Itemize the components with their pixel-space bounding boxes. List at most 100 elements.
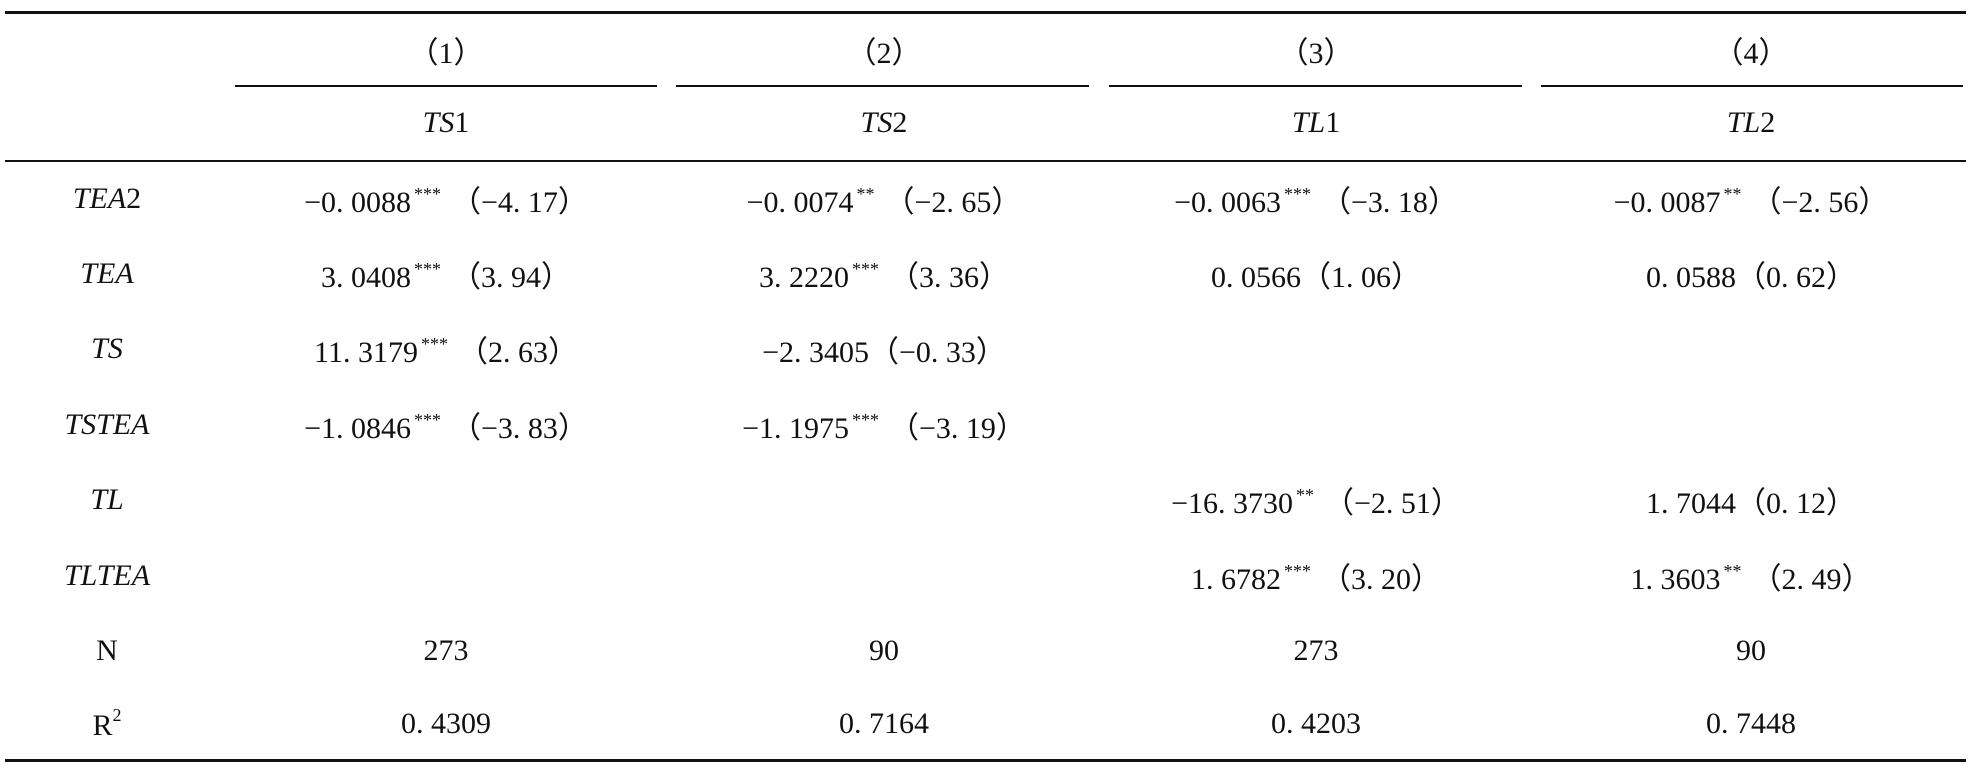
italic-part: TL: [90, 483, 124, 516]
column-rule: [1541, 85, 1963, 87]
t-statistic: （−2. 56）: [1751, 186, 1889, 219]
dependent-variable: TS2: [861, 106, 908, 140]
column-rule: [676, 85, 1089, 87]
table-cell: −0. 0088 *** （−4. 17）: [304, 177, 588, 221]
significance-stars: ***: [1284, 561, 1311, 581]
coefficient: 273: [1293, 634, 1339, 667]
row-label: TS: [91, 332, 123, 366]
column-number: （4）: [1713, 37, 1789, 70]
column-rule: [1109, 85, 1522, 87]
t-statistic: （0. 12）: [1736, 487, 1856, 520]
coefficient: −0. 0087: [1613, 186, 1721, 219]
t-statistic: （2. 49）: [1751, 563, 1872, 596]
coefficient: 273: [423, 634, 469, 667]
coefficient: 90: [869, 634, 899, 667]
coefficient: −0. 0074: [746, 186, 854, 219]
row-label: TL: [90, 483, 123, 517]
row-label: TLTEA: [64, 559, 150, 593]
dependent-variable: TL2: [1727, 106, 1775, 140]
italic-part: TEA: [72, 182, 127, 215]
significance-stars: **: [856, 184, 875, 204]
table-cell: 1. 7044（0. 12）: [1646, 478, 1856, 522]
t-statistic: （0. 62）: [1736, 261, 1856, 294]
t-statistic: （3. 20）: [1321, 563, 1441, 596]
table-cell: −0. 0074 ** （−2. 65）: [747, 177, 1022, 221]
coefficient: 0. 7164: [839, 707, 929, 740]
coefficient: −1. 1975: [742, 412, 849, 445]
significance-stars: ***: [414, 184, 441, 204]
table-cell: 0. 7164: [839, 707, 929, 741]
table-cell: 0. 0566（1. 06）: [1211, 252, 1421, 296]
significance-stars: ***: [414, 410, 441, 430]
column-number: （3）: [1278, 37, 1354, 70]
coefficient: −1. 0846: [304, 412, 411, 445]
coefficient: 3. 0408: [321, 261, 411, 294]
coefficient: −0. 0063: [1174, 186, 1281, 219]
plain-part: 2: [126, 182, 142, 215]
coefficient: 1. 3603: [1630, 563, 1721, 596]
coefficient: 0. 7448: [1706, 707, 1796, 740]
table-cell: 273: [1294, 634, 1339, 668]
column-number: （2）: [846, 37, 922, 70]
t-statistic: （−3. 19）: [889, 412, 1026, 445]
table-cell: 0. 0588（0. 62）: [1646, 252, 1856, 296]
t-statistic: （3. 36）: [889, 261, 1009, 294]
table-cell: 90: [869, 634, 899, 668]
coefficient: 11. 3179: [314, 336, 418, 369]
plain-part: 2: [892, 106, 908, 139]
significance-stars: **: [1723, 561, 1742, 581]
coefficient: 0. 4309: [401, 707, 491, 740]
significance-stars: ***: [852, 259, 879, 279]
plain-part: N: [96, 634, 118, 667]
coefficient: 0. 4203: [1271, 707, 1361, 740]
row-label: R2: [92, 705, 121, 743]
row-label: TEA2: [73, 182, 141, 216]
table-cell: 3. 0408 *** （3. 94）: [321, 252, 571, 296]
header-rule: [5, 160, 1966, 162]
italic-part: TS: [91, 332, 123, 365]
t-statistic: （−0. 33）: [869, 336, 1006, 369]
coefficient: 1. 6782: [1191, 563, 1281, 596]
coefficient: 0. 0588: [1646, 261, 1736, 294]
table-cell: −0. 0087 ** （−2. 56）: [1614, 177, 1889, 221]
t-statistic: （−3. 18）: [1321, 186, 1458, 219]
table-cell: 1. 6782 *** （3. 20）: [1191, 554, 1441, 598]
significance-stars: ***: [852, 410, 879, 430]
dependent-variable: TS1: [423, 106, 470, 140]
italic-part: TLTEA: [63, 559, 151, 592]
coefficient: −0. 0088: [304, 186, 411, 219]
significance-stars: **: [1723, 184, 1742, 204]
plain-part: 1: [454, 106, 470, 139]
table-cell: −2. 3405（−0. 33）: [762, 327, 1006, 371]
plain-part: 2: [1760, 106, 1776, 139]
plain-part: R: [92, 709, 113, 742]
coefficient: 3. 2220: [759, 261, 849, 294]
table-cell: 0. 7448: [1706, 707, 1796, 741]
column-rule: [235, 85, 657, 87]
coefficient: 90: [1736, 634, 1766, 667]
coefficient: −16. 3730: [1171, 487, 1293, 520]
table-cell: 1. 3603 ** （2. 49）: [1631, 554, 1872, 598]
significance-stars: ***: [414, 259, 441, 279]
row-label: N: [96, 634, 118, 668]
italic-part: TS: [860, 106, 893, 139]
top-rule: [5, 11, 1966, 14]
t-statistic: （−3. 83）: [451, 412, 588, 445]
table-cell: −0. 0063 *** （−3. 18）: [1174, 177, 1458, 221]
t-statistic: （−4. 17）: [451, 186, 588, 219]
superscript: 2: [112, 705, 122, 725]
coefficient: 1. 7044: [1646, 487, 1736, 520]
significance-stars: ***: [1284, 184, 1311, 204]
italic-part: TEA: [80, 257, 134, 290]
t-statistic: （2. 63）: [457, 336, 578, 369]
table-cell: −1. 1975 *** （−3. 19）: [742, 403, 1026, 447]
coefficient: −2. 3405: [762, 336, 869, 369]
italic-part: TSTEA: [64, 408, 150, 441]
table-cell: 90: [1736, 634, 1766, 668]
dependent-variable: TL1: [1292, 106, 1340, 140]
table-cell: 0. 4203: [1271, 707, 1361, 741]
coefficient: 0. 0566: [1211, 261, 1301, 294]
plain-part: 1: [1325, 106, 1341, 139]
significance-stars: **: [1296, 485, 1314, 505]
